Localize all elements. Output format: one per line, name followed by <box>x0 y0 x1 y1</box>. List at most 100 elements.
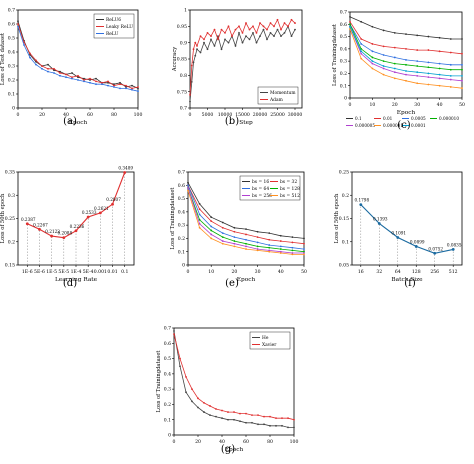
data-point <box>291 252 294 254</box>
x-tick-label: 30000 <box>288 112 303 118</box>
data-point <box>17 25 19 28</box>
chart-e: 0 0.1 0.2 0.3 0.4 0.5 0.6 0.7 0 10 20 30 40 50 Epoch Lo… <box>170 170 307 283</box>
x-tick-label: 20 <box>392 102 398 108</box>
panel-label: (d) <box>63 278 77 289</box>
legend-entry: He <box>262 336 269 341</box>
y-tick-label: 0.15 <box>339 216 349 222</box>
y-tick-label: 0.1 <box>164 417 171 423</box>
data-point <box>303 250 305 253</box>
legend-entry: bs = 64 <box>252 187 269 192</box>
data-point <box>233 411 235 413</box>
data-point <box>461 87 463 90</box>
data-point <box>449 78 452 81</box>
data-label: 0.2236 <box>70 224 85 229</box>
data-point <box>268 244 271 246</box>
data-point <box>221 242 224 245</box>
data-point <box>256 249 259 252</box>
data-point <box>137 87 139 90</box>
x-tick-label: 40 <box>437 102 443 108</box>
data-point <box>279 248 282 250</box>
legend-entry: bs = 256 <box>252 194 272 199</box>
data-point <box>29 52 31 55</box>
data-point <box>256 241 259 244</box>
data-point <box>416 82 419 85</box>
y-tick-label: 0.2 <box>340 71 347 77</box>
legend-entry: 0.000010 <box>439 116 459 121</box>
data-point <box>83 79 85 81</box>
data-label: 0.2621 <box>94 206 109 211</box>
data-point <box>290 35 293 38</box>
y-tick-label: 0.6 <box>178 183 185 189</box>
data-point <box>382 54 385 56</box>
data-point <box>303 242 305 245</box>
data-point <box>194 41 197 44</box>
data-point <box>276 18 279 21</box>
data-point <box>371 60 374 63</box>
data-label: 0.3489 <box>118 166 133 171</box>
data-point <box>71 72 73 74</box>
data-point <box>47 63 49 66</box>
data-point <box>291 236 294 239</box>
data-point <box>405 79 407 82</box>
data-point <box>77 76 79 79</box>
data-point <box>245 22 247 24</box>
y-tick-label: 0.5 <box>178 196 185 202</box>
data-point <box>268 232 271 235</box>
legend-entry: Adam <box>269 98 284 103</box>
x-axis-label: Step <box>239 120 253 126</box>
data-point <box>416 71 419 74</box>
chart-g: 0 0.1 0.2 0.3 0.4 0.5 0.6 0.7 0 20 40 60 80 100 Epoch L… <box>156 326 298 453</box>
data-point <box>217 35 219 38</box>
x-tick-label: 100 <box>134 112 143 118</box>
data-point <box>449 38 452 40</box>
data-point <box>119 87 121 90</box>
data-point <box>255 41 258 44</box>
data-point <box>217 38 219 41</box>
data-point <box>349 25 351 28</box>
y-axis-label: Accuracy <box>172 47 178 72</box>
data-point <box>256 236 259 239</box>
x-tick-label: 5E-4 <box>83 269 94 275</box>
data-point <box>224 31 226 34</box>
data-point <box>77 79 79 81</box>
data-point <box>291 246 294 249</box>
data-point <box>190 64 193 67</box>
data-point <box>427 66 430 69</box>
data-point <box>349 23 351 26</box>
data-point <box>83 77 85 80</box>
series-line <box>349 16 462 40</box>
data-label: 0.2387 <box>21 217 36 222</box>
data-point <box>198 208 201 211</box>
data-point <box>349 20 351 23</box>
chart-d: 0.15 0.2 0.25 0.3 0.35 1E-6 5E-6 1E-5 5E-5 1E-4 5E… <box>0 166 135 283</box>
data-label: 0.2088 <box>57 231 72 236</box>
legend-entry: ReLU <box>106 32 119 37</box>
plot-frame <box>17 9 139 109</box>
data-point <box>273 25 275 28</box>
data-point <box>268 246 271 249</box>
data-point <box>198 218 201 221</box>
data-point <box>279 240 282 242</box>
data-point <box>35 59 37 62</box>
data-point <box>234 45 237 47</box>
data-point <box>262 28 265 31</box>
data-point <box>59 70 61 73</box>
data-point <box>241 31 244 34</box>
data-point <box>438 62 441 65</box>
data-point <box>396 236 400 239</box>
data-point <box>95 80 97 83</box>
panel-label: (a) <box>63 116 77 127</box>
data-point <box>393 67 396 70</box>
data-point <box>449 51 452 54</box>
y-tick-label: 0.4 <box>178 209 185 215</box>
y-axis-label: Loss of Trainingdataset <box>170 187 176 250</box>
data-point <box>252 25 254 28</box>
y-tick-label: 0.1 <box>8 92 15 98</box>
data-point <box>227 25 230 28</box>
data-point <box>231 35 233 38</box>
data-point <box>303 237 305 240</box>
data-point <box>131 88 133 91</box>
legend: Momentum Adam <box>257 86 299 105</box>
data-point <box>71 77 73 80</box>
data-point <box>263 415 265 418</box>
